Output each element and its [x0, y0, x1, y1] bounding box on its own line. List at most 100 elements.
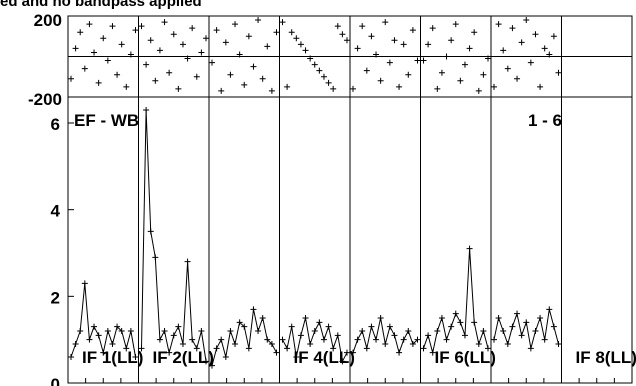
phase-point: [170, 31, 177, 38]
amp-point: [344, 349, 350, 356]
amp-point: [537, 315, 544, 321]
if-labels: IF 1(LL) IF 2(LL) IF 4(LL) IF 6(LL) IF 8(LL): [82, 348, 636, 367]
amp-point: [264, 336, 271, 343]
phase-point: [382, 19, 389, 26]
amp-point: [382, 341, 389, 347]
phase-point: [143, 61, 150, 68]
phase-point: [320, 73, 327, 80]
phase-point: [311, 61, 318, 68]
amp-point: [284, 345, 291, 352]
amp-point: [414, 336, 421, 343]
amp-point: [425, 332, 432, 339]
amp-point: [550, 323, 557, 330]
phase-point: [504, 65, 511, 72]
amp-point: [320, 336, 327, 343]
phase-point: [475, 87, 482, 94]
phase-point: [255, 17, 262, 24]
phase-point: [109, 23, 116, 30]
amp-point: [161, 328, 168, 334]
phase-point: [152, 77, 159, 84]
phase-ytick-min: -200: [28, 90, 62, 109]
phase-point: [466, 45, 473, 52]
phase-point: [438, 69, 445, 76]
amp-point: [491, 336, 497, 343]
amp-point: [457, 319, 464, 326]
phase-point: [288, 29, 295, 36]
phase-point: [193, 73, 200, 80]
phase-point: [471, 29, 478, 36]
phase-point: [189, 25, 196, 32]
amp-point: [147, 228, 154, 235]
amp-point: [523, 319, 530, 326]
phase-point: [523, 17, 530, 24]
phase-point: [293, 35, 300, 42]
phase-point: [241, 81, 248, 88]
phase-point: [550, 33, 557, 40]
amp-point: [330, 345, 337, 352]
amp-point: [236, 319, 243, 326]
phase-point: [457, 77, 464, 84]
phase-point: [179, 41, 186, 48]
phase-point: [218, 87, 225, 94]
phase-point: [259, 75, 266, 82]
phase-point: [284, 83, 291, 90]
phase-point: [127, 51, 134, 58]
phase-point: [443, 53, 450, 60]
phase-point: [491, 83, 497, 90]
amp-point: [227, 328, 234, 334]
amp-point: [255, 328, 262, 334]
amp-point: [532, 328, 539, 334]
amp-point: [350, 349, 356, 356]
amp-point: [471, 319, 478, 326]
amp-point: [307, 341, 314, 347]
phase-point: [86, 21, 93, 28]
phase-point: [461, 61, 468, 68]
amplitude-axis: 0 2 4 6: [51, 115, 615, 386]
phase-point: [514, 75, 521, 82]
amp-point: [245, 345, 252, 352]
amp-point: [77, 328, 84, 334]
chart-title: ed and no bandpass applied: [0, 0, 202, 10]
phase-point: [297, 41, 304, 48]
phase-point: [245, 33, 252, 40]
phase-point: [396, 83, 403, 90]
amp-point: [443, 336, 450, 343]
amp-point: [193, 345, 200, 352]
if-label-1: IF 1(LL): [82, 348, 143, 367]
phase-point: [264, 43, 271, 50]
phase-point: [518, 39, 525, 46]
amp-point: [156, 336, 163, 343]
amp-point: [72, 341, 79, 347]
phase-point: [118, 41, 125, 48]
amp-point: [218, 336, 225, 343]
phase-point: [156, 47, 163, 54]
amp-point: [500, 328, 507, 334]
amp-point: [514, 310, 521, 317]
amp-point: [100, 349, 107, 356]
amp-point: [132, 354, 139, 360]
phase-point: [537, 83, 544, 90]
amp-point: [302, 315, 309, 321]
phase-point: [114, 71, 121, 78]
amp-point: [222, 354, 229, 360]
amp-tick-label: 6: [51, 115, 60, 134]
amp-point: [466, 245, 473, 252]
phase-point: [495, 21, 502, 28]
amp-point: [325, 323, 332, 330]
phase-point: [72, 45, 79, 52]
phase-point: [425, 41, 432, 48]
amp-point: [175, 323, 182, 330]
amp-point: [354, 336, 361, 343]
amp-point: [297, 332, 304, 339]
phase-point: [330, 85, 337, 92]
amp-point: [311, 328, 318, 334]
pair-label: 1 - 6: [528, 111, 562, 130]
phase-ytick-max: 200: [34, 11, 62, 30]
amp-point: [86, 336, 93, 343]
phase-point: [147, 37, 154, 44]
phase-point: [250, 63, 257, 70]
amp-point: [293, 354, 300, 360]
amp-point: [509, 323, 516, 330]
amp-point: [213, 345, 220, 352]
phase-point: [161, 19, 168, 26]
